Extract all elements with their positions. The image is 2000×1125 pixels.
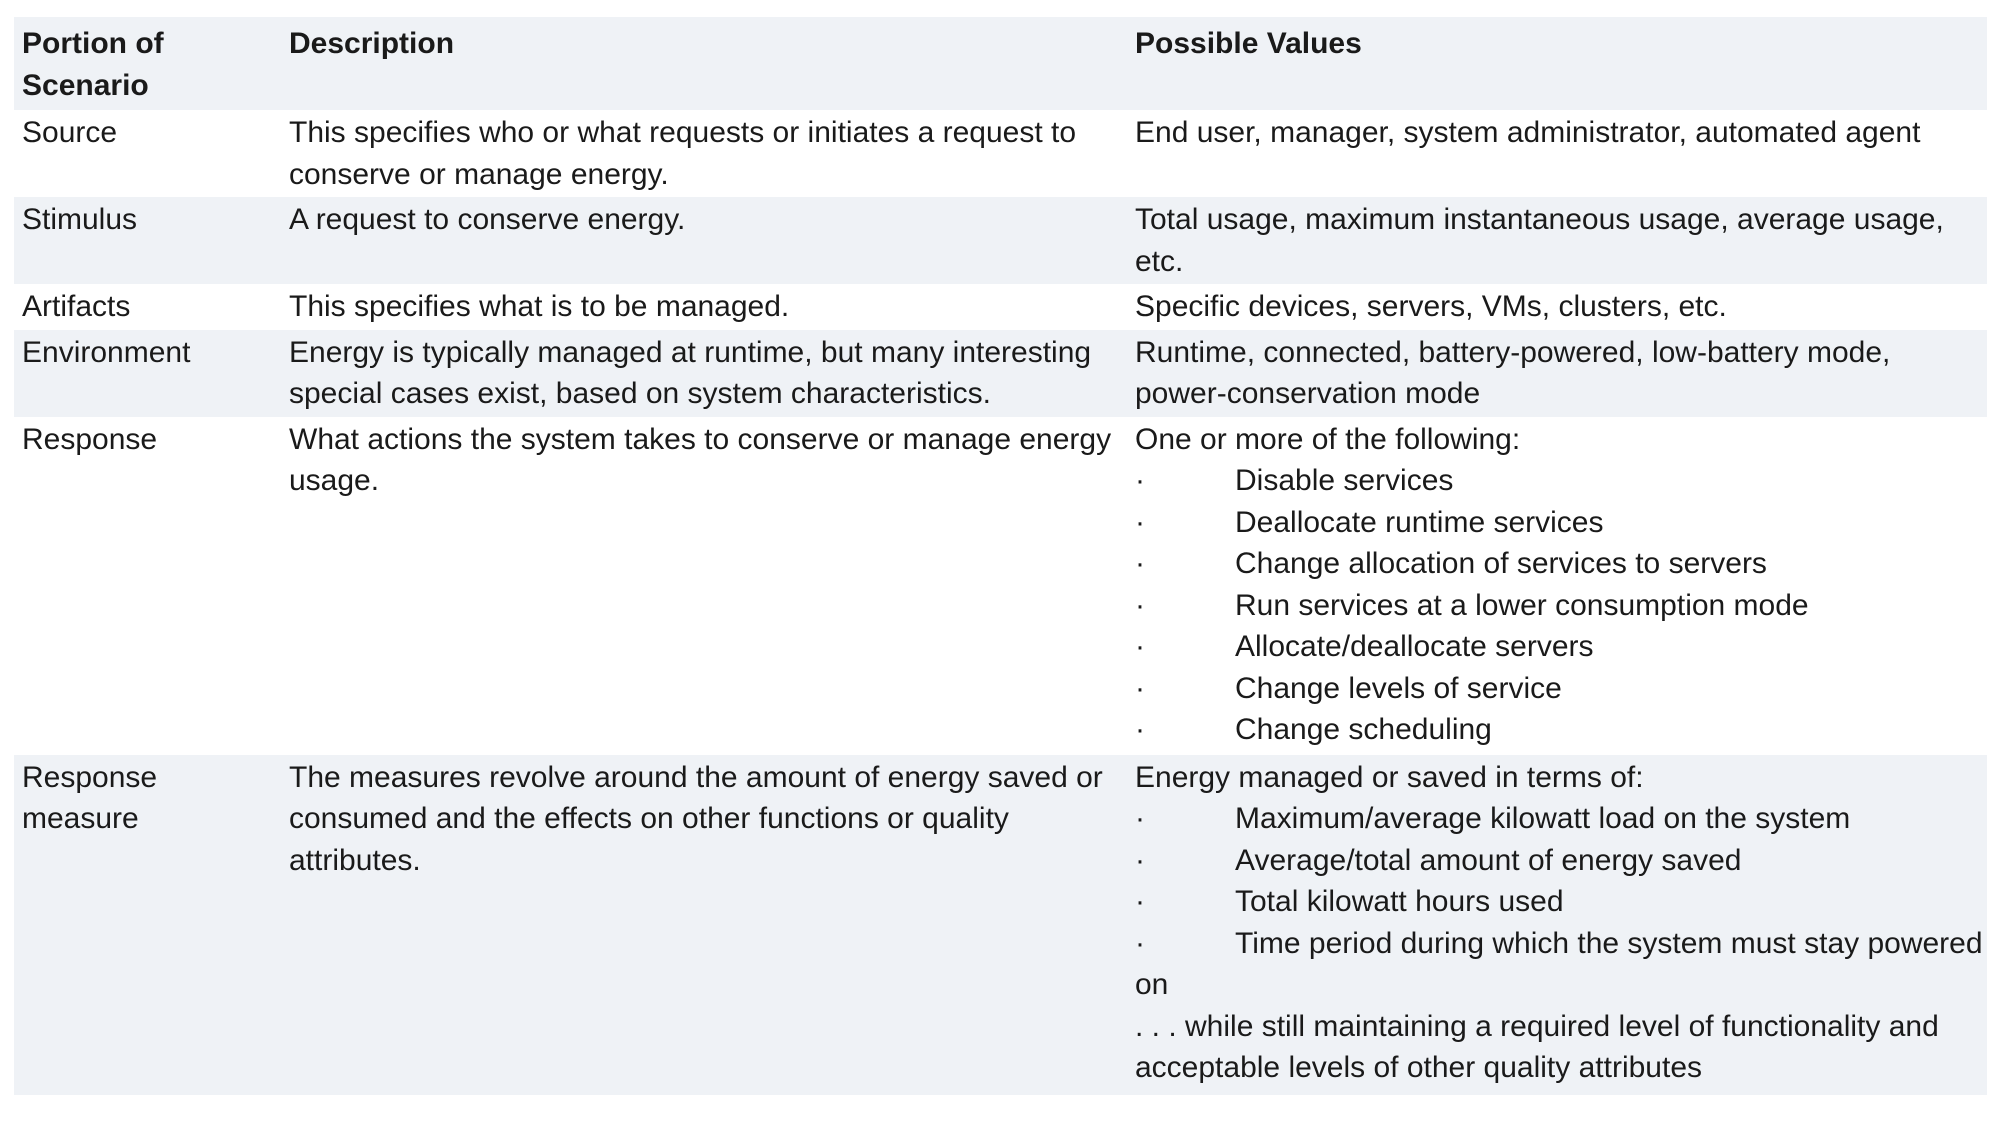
table-row-source: Source This specifies who or what reques… bbox=[14, 110, 1987, 197]
cell-portion: Environment bbox=[22, 335, 191, 369]
bullet-item: · Change scheduling bbox=[1135, 709, 1987, 751]
cell-description: This specifies who or what requests or i… bbox=[289, 116, 1077, 191]
table-row-response-measure: Response measure The measures revolve ar… bbox=[14, 754, 1987, 1095]
bullet-item: · Change allocation of services to server… bbox=[1135, 543, 1987, 585]
cell-description: This specifies what is to be managed. bbox=[289, 290, 790, 323]
values-outro: . . . while still maintaining a required… bbox=[1135, 1009, 1939, 1085]
bullet-item: · Time period during which the system mus… bbox=[1135, 923, 1987, 1006]
bullet-item: · Change levels of service bbox=[1135, 668, 1987, 710]
bullet-dot: · bbox=[1135, 464, 1145, 497]
cell-portion: Artifacts bbox=[22, 290, 131, 323]
bullet-dot: · bbox=[1135, 926, 1145, 960]
header-possible-values: Possible Values bbox=[1135, 27, 1362, 60]
cell-values: Runtime, connected, battery-powered, low… bbox=[1135, 335, 1891, 411]
cell-description: What actions the system takes to conserv… bbox=[289, 422, 1112, 498]
bullet-dot: · bbox=[1135, 505, 1145, 539]
cell-portion: Response measure bbox=[22, 760, 158, 836]
table-row-environment: Environment Energy is typically managed … bbox=[14, 329, 1987, 417]
table-row-response: Response What actions the system takes t… bbox=[14, 416, 1987, 755]
cell-values: Energy managed or saved in terms of: · Ma… bbox=[1127, 755, 1987, 1095]
bullet-item: · Deallocate runtime services bbox=[1135, 502, 1987, 544]
cell-portion: Stimulus bbox=[22, 203, 138, 236]
bullet-dot: · bbox=[1135, 843, 1145, 877]
bullet-item: · Total kilowatt hours used bbox=[1135, 881, 1987, 923]
cell-values: End user, manager, system administrator,… bbox=[1135, 116, 1921, 149]
energy-scenario-table: Portion of Scenario Description Possible… bbox=[14, 17, 1987, 1095]
bullet-item: · Maximum/average kilowatt load on the sy… bbox=[1135, 798, 1987, 840]
cell-description: A request to conserve energy. bbox=[289, 203, 686, 236]
bullet-item: · Average/total amount of energy saved bbox=[1135, 840, 1987, 882]
quality-attribute-scenario-table-container: Portion of Scenario Description Possible… bbox=[14, 17, 1987, 1095]
table-row-stimulus: Stimulus A request to conserve energy. T… bbox=[14, 197, 1987, 284]
cell-portion: Source bbox=[22, 116, 118, 149]
header-portion: Portion of Scenario bbox=[22, 27, 164, 102]
cell-description: Energy is typically managed at runtime, … bbox=[289, 335, 1092, 411]
cell-values: Specific devices, servers, VMs, clusters… bbox=[1135, 290, 1727, 323]
bullet-dot: · bbox=[1135, 671, 1145, 705]
cell-description: The measures revolve around the amount o… bbox=[289, 760, 1103, 877]
values-intro: One or more of the following: bbox=[1135, 422, 1521, 456]
bullet-dot: · bbox=[1135, 885, 1145, 918]
bullet-dot: · bbox=[1135, 630, 1145, 663]
bullet-dot: · bbox=[1135, 713, 1145, 746]
cell-values: Total usage, maximum instantaneous usage… bbox=[1135, 203, 1944, 278]
bullet-item: · Disable services bbox=[1135, 460, 1987, 502]
bullet-dot: · bbox=[1135, 802, 1145, 835]
values-intro: Energy managed or saved in terms of: bbox=[1135, 760, 1644, 794]
header-description: Description bbox=[289, 27, 455, 60]
table-row-artifacts: Artifacts This specifies what is to be m… bbox=[14, 284, 1987, 330]
cell-values: One or more of the following: · Disable s… bbox=[1127, 417, 1987, 755]
bullet-item: · Allocate/deallocate servers bbox=[1135, 626, 1987, 668]
bullet-dot: · bbox=[1135, 547, 1145, 580]
table-header-row: Portion of Scenario Description Possible… bbox=[14, 17, 1987, 110]
bullet-item: · Run services at a lower consumption mod… bbox=[1135, 585, 1987, 627]
cell-portion: Response bbox=[22, 422, 158, 456]
bullet-dot: · bbox=[1135, 588, 1145, 622]
